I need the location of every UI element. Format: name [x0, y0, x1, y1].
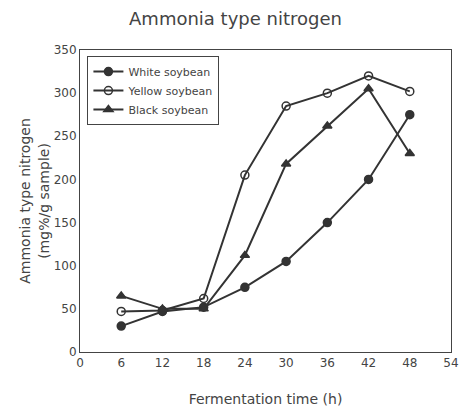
- svg-text:350: 350: [54, 43, 77, 57]
- svg-text:50: 50: [61, 302, 76, 316]
- svg-text:300: 300: [54, 86, 77, 100]
- svg-text:Fermentation time (h): Fermentation time (h): [189, 391, 343, 407]
- svg-text:100: 100: [54, 259, 77, 273]
- svg-text:0: 0: [76, 356, 84, 370]
- svg-text:18: 18: [196, 356, 211, 370]
- svg-text:Black soybean: Black soybean: [128, 104, 208, 117]
- svg-text:24: 24: [237, 356, 252, 370]
- svg-text:36: 36: [320, 356, 335, 370]
- svg-text:250: 250: [54, 129, 77, 143]
- svg-text:30: 30: [278, 356, 293, 370]
- svg-text:Ammonia type nitrogen(mg%/g sa: Ammonia type nitrogen(mg%/g sample): [17, 118, 51, 284]
- svg-text:42: 42: [361, 356, 376, 370]
- svg-text:54: 54: [443, 356, 458, 370]
- svg-text:White soybean: White soybean: [128, 66, 210, 79]
- svg-text:150: 150: [54, 216, 77, 230]
- svg-text:0: 0: [69, 345, 77, 359]
- svg-text:48: 48: [402, 356, 417, 370]
- svg-text:Ammonia type nitrogen: Ammonia type nitrogen: [129, 8, 342, 29]
- svg-text:12: 12: [155, 356, 170, 370]
- svg-text:6: 6: [117, 356, 125, 370]
- svg-text:Yellow soybean: Yellow soybean: [127, 85, 212, 98]
- svg-text:200: 200: [54, 173, 77, 187]
